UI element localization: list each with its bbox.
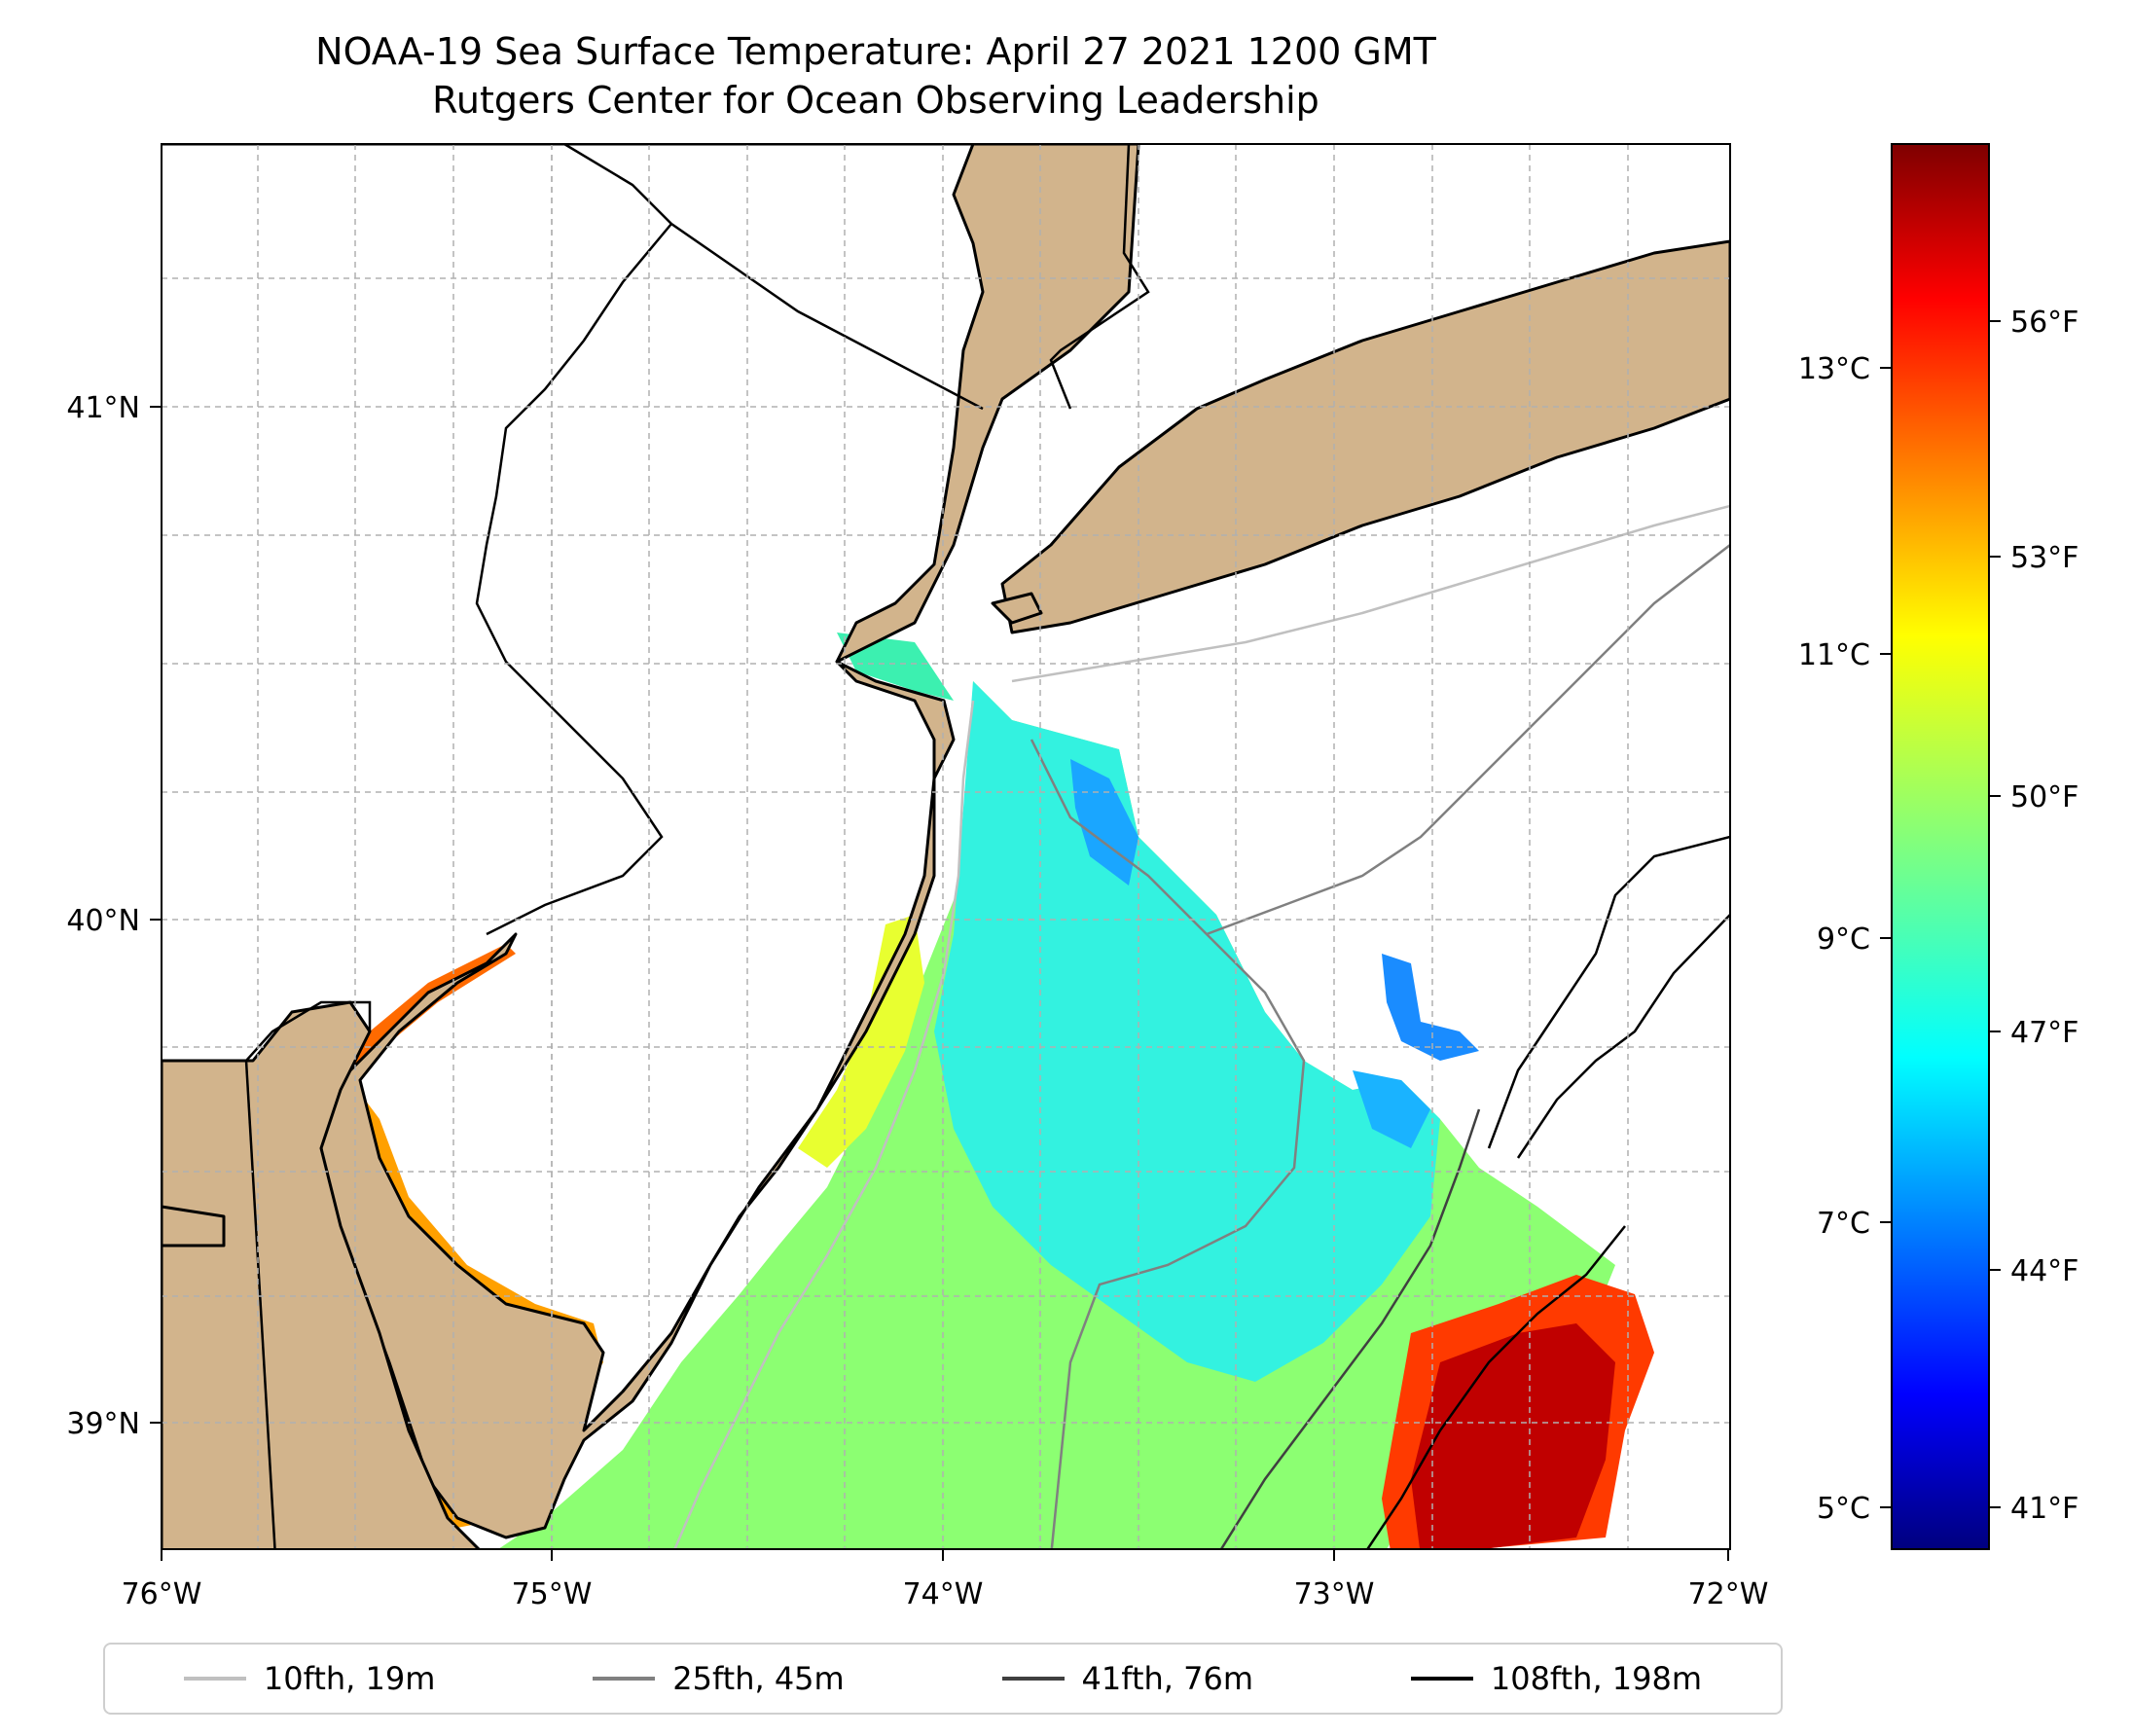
map-area [162,144,1730,1549]
celsius-tick-label: 5°C [1817,1492,1870,1526]
legend-swatch [1410,1677,1473,1681]
staten-island [991,592,1043,625]
delmarva-land [162,1000,482,1549]
legend-swatch [183,1677,246,1681]
legend-item: 108fth, 198m [1410,1660,1703,1697]
legend-label: 10fth, 19m [263,1660,436,1697]
legend-swatch [1001,1677,1065,1681]
md-inner-land [162,1205,226,1248]
legend-swatch [593,1677,656,1681]
colorbar-ticks [1880,320,2001,1508]
lon-tick-label: 74°W [903,1577,984,1611]
border-de-pa [245,1000,372,1062]
legend-label: 41fth, 76m [1081,1660,1254,1697]
map-title: NOAA-19 Sea Surface Temperature: April 2… [315,30,1436,73]
sst-nyharbor [837,633,954,701]
fahrenheit-tick-label: 56°F [2010,306,2078,340]
fahrenheit-tick-label: 41°F [2010,1492,2078,1526]
state-borders [244,144,1150,1549]
legend-label: 108fth, 198m [1490,1660,1703,1697]
fahrenheit-tick-label: 47°F [2010,1016,2078,1050]
axis-ticks [150,406,1729,1561]
celsius-tick-label: 13°C [1798,352,1870,386]
celsius-tick-label: 9°C [1817,922,1870,957]
contour-10fth [673,504,1730,1549]
legend-item: 10fth, 19m [183,1660,436,1697]
colorbar [1891,143,1990,1550]
depth-legend: 10fth, 19m 25fth, 45m 41fth, 76m 108fth,… [103,1643,1783,1715]
lon-tick-label: 75°W [512,1577,593,1611]
map-frame [161,143,1731,1550]
map-subtitle: Rutgers Center for Ocean Observing Leade… [432,79,1319,122]
fahrenheit-tick-label: 53°F [2010,541,2078,575]
lon-tick-label: 76°W [122,1577,202,1611]
sst-blue-patch-1 [1070,759,1138,886]
bathymetry [673,504,1730,1549]
fahrenheit-tick-label: 50°F [2010,780,2078,814]
sst-blue-patch-2 [1382,954,1479,1061]
lat-tick-label: 40°N [66,904,140,938]
gridlines [162,144,1730,1549]
celsius-tick-label: 11°C [1798,638,1870,672]
lon-tick-label: 72°W [1688,1577,1769,1611]
legend-item: 41fth, 76m [1001,1660,1254,1697]
sst-red-core [1411,1323,1615,1549]
contour-25fth [1030,544,1730,1549]
legend-item: 25fth, 45m [593,1660,845,1697]
fahrenheit-tick-label: 44°F [2010,1254,2078,1288]
sst-blue-patch-3 [1353,1070,1430,1148]
border-ny-ct [1049,144,1150,410]
lat-tick-label: 41°N [66,391,140,425]
border-de-md [244,1060,276,1549]
contour-108fth [1365,835,1730,1549]
legend-label: 25fth, 45m [672,1660,845,1697]
contour-41fth [1219,1108,1481,1549]
border-nj-pa [475,223,672,936]
sst-cyan-zone [934,681,1440,1382]
lon-tick-label: 73°W [1294,1577,1375,1611]
lat-tick-label: 39°N [66,1407,140,1441]
celsius-tick-label: 7°C [1817,1207,1870,1241]
